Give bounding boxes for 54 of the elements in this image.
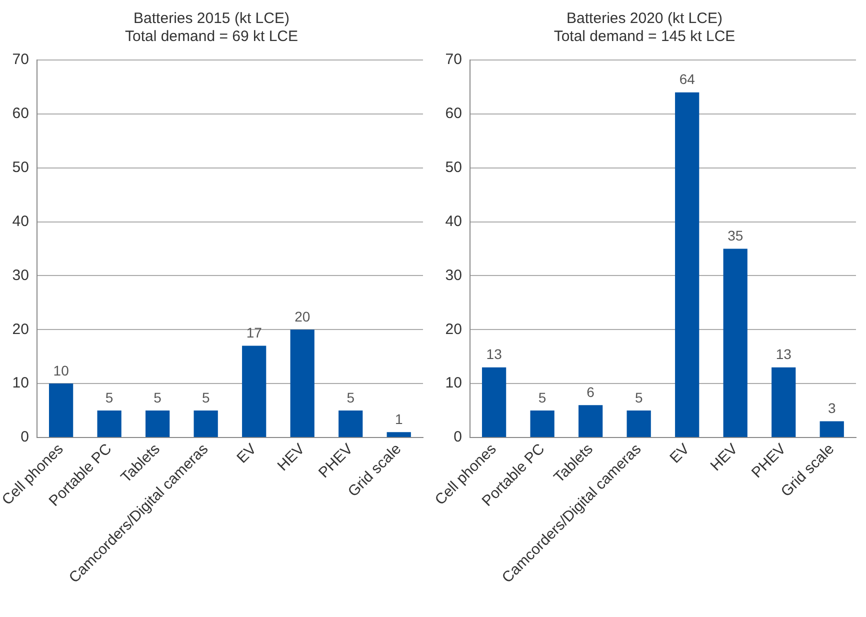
chart-subtitle: Total demand = 69 kt LCE xyxy=(124,28,298,46)
bar xyxy=(48,384,74,437)
y-tick-label: 40 xyxy=(445,212,462,230)
y-tick-label: 50 xyxy=(445,158,462,176)
y-tick-label: 60 xyxy=(445,105,462,122)
y-tick-label: 20 xyxy=(12,320,29,338)
bar xyxy=(290,330,314,437)
data-label: 3 xyxy=(828,400,836,416)
data-label: 6 xyxy=(586,384,595,400)
y-tick-label: 0 xyxy=(454,428,462,446)
data-label: 1 xyxy=(394,410,403,427)
data-label: 17 xyxy=(246,324,262,341)
data-label: 64 xyxy=(679,71,696,88)
data-label: 5 xyxy=(154,389,162,406)
data-label: 13 xyxy=(486,346,502,362)
bar xyxy=(772,367,796,437)
data-label: 5 xyxy=(634,389,643,406)
y-tick-label: 10 xyxy=(12,374,29,392)
chart-title: Batteries 2020 (kt LCE) xyxy=(566,10,722,28)
bar xyxy=(338,410,363,437)
data-label: 5 xyxy=(346,389,355,406)
y-tick-label: 60 xyxy=(12,105,29,122)
y-tick-label: 10 xyxy=(445,374,462,392)
y-tick-label: 30 xyxy=(12,266,29,284)
chart-title: Batteries 2015 (kt LCE) xyxy=(134,10,290,28)
y-tick-label: 0 xyxy=(20,428,29,446)
x-tick-label: EV xyxy=(666,440,693,467)
bar xyxy=(530,410,554,437)
bar xyxy=(675,92,700,437)
bar xyxy=(482,367,506,437)
data-label: 13 xyxy=(776,346,792,362)
x-tick-label: EV xyxy=(234,440,260,467)
bar xyxy=(194,410,218,437)
data-label: 5 xyxy=(202,389,210,406)
bar xyxy=(723,248,748,437)
y-tick-label: 20 xyxy=(445,320,462,338)
bar xyxy=(578,405,603,437)
bar xyxy=(242,346,266,437)
bar xyxy=(626,410,651,437)
bar xyxy=(820,421,844,437)
bar xyxy=(146,410,170,437)
data-label: 35 xyxy=(728,228,744,244)
bar xyxy=(386,432,411,437)
chart-subtitle: Total demand = 145 kt LCE xyxy=(554,28,736,46)
data-label: 10 xyxy=(53,362,70,378)
data-label: 5 xyxy=(105,389,114,406)
bar xyxy=(97,410,122,437)
data-label: 20 xyxy=(294,308,310,324)
y-tick-label: 70 xyxy=(445,51,462,68)
y-tick-label: 40 xyxy=(12,212,29,230)
data-label: 5 xyxy=(538,389,546,406)
y-tick-label: 30 xyxy=(445,266,462,284)
y-tick-label: 70 xyxy=(12,51,29,68)
y-tick-label: 50 xyxy=(12,158,29,176)
